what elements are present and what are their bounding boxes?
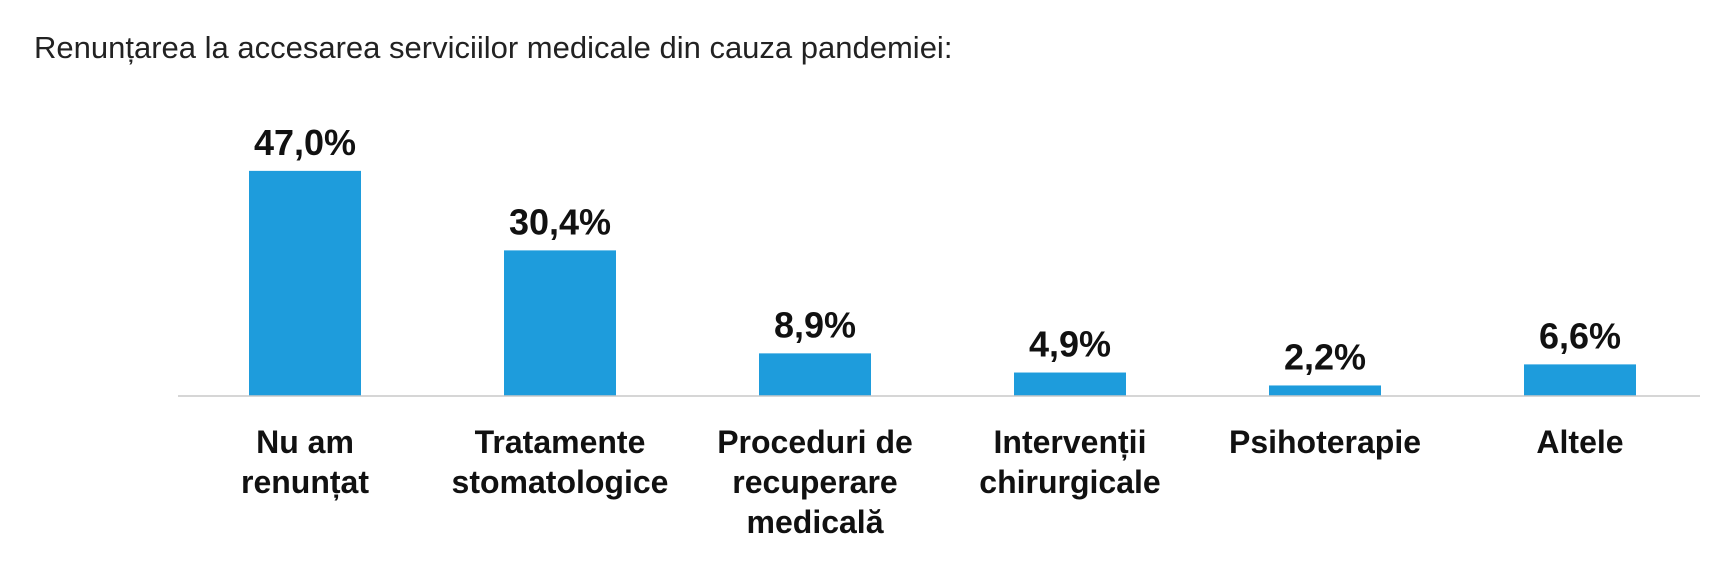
value-label-4: 4,9% <box>1029 324 1111 365</box>
category-label-line: Intervenții <box>994 424 1147 460</box>
category-label-line: stomatologice <box>452 464 669 500</box>
bars-layer <box>249 170 1636 396</box>
bar-4 <box>1014 372 1126 396</box>
category-label-3: Proceduri de recuperare medicală <box>717 424 913 540</box>
value-label-1: 47,0% <box>254 122 356 163</box>
value-label-2: 30,4% <box>509 201 611 242</box>
category-label-line: chirurgicale <box>979 464 1160 500</box>
category-label-1: Nu am renunțat <box>241 424 369 500</box>
category-label-4: Intervenții chirurgicale <box>979 424 1160 500</box>
category-label-line: Altele <box>1536 424 1623 460</box>
chart-title: Renunțarea la accesarea serviciilor medi… <box>34 30 953 65</box>
category-label-6: Altele <box>1536 424 1623 460</box>
bar-2 <box>504 250 616 396</box>
category-label-5: Psihoterapie <box>1229 424 1421 460</box>
value-label-3: 8,9% <box>774 304 856 345</box>
bar-1 <box>249 170 361 396</box>
category-label-line: Nu am <box>256 424 354 460</box>
category-label-2: Tratamente stomatologice <box>452 424 669 500</box>
bar-3 <box>759 353 871 396</box>
category-label-line: renunțat <box>241 464 369 500</box>
category-label-line: Tratamente <box>475 424 646 460</box>
value-label-6: 6,6% <box>1539 315 1621 356</box>
value-label-5: 2,2% <box>1284 336 1366 377</box>
category-label-line: recuperare <box>732 464 897 500</box>
category-label-line: Psihoterapie <box>1229 424 1421 460</box>
bar-6 <box>1524 364 1636 396</box>
category-label-line: medicală <box>747 504 884 540</box>
category-label-line: Proceduri de <box>717 424 913 460</box>
category-labels-layer: Nu am renunțat Tratamente stomatologice Proc… <box>241 424 1624 540</box>
bar-5 <box>1269 385 1381 396</box>
value-labels-layer: 47,0% 30,4% 8,9% 4,9% 2,2% 6,6% <box>254 122 1621 378</box>
